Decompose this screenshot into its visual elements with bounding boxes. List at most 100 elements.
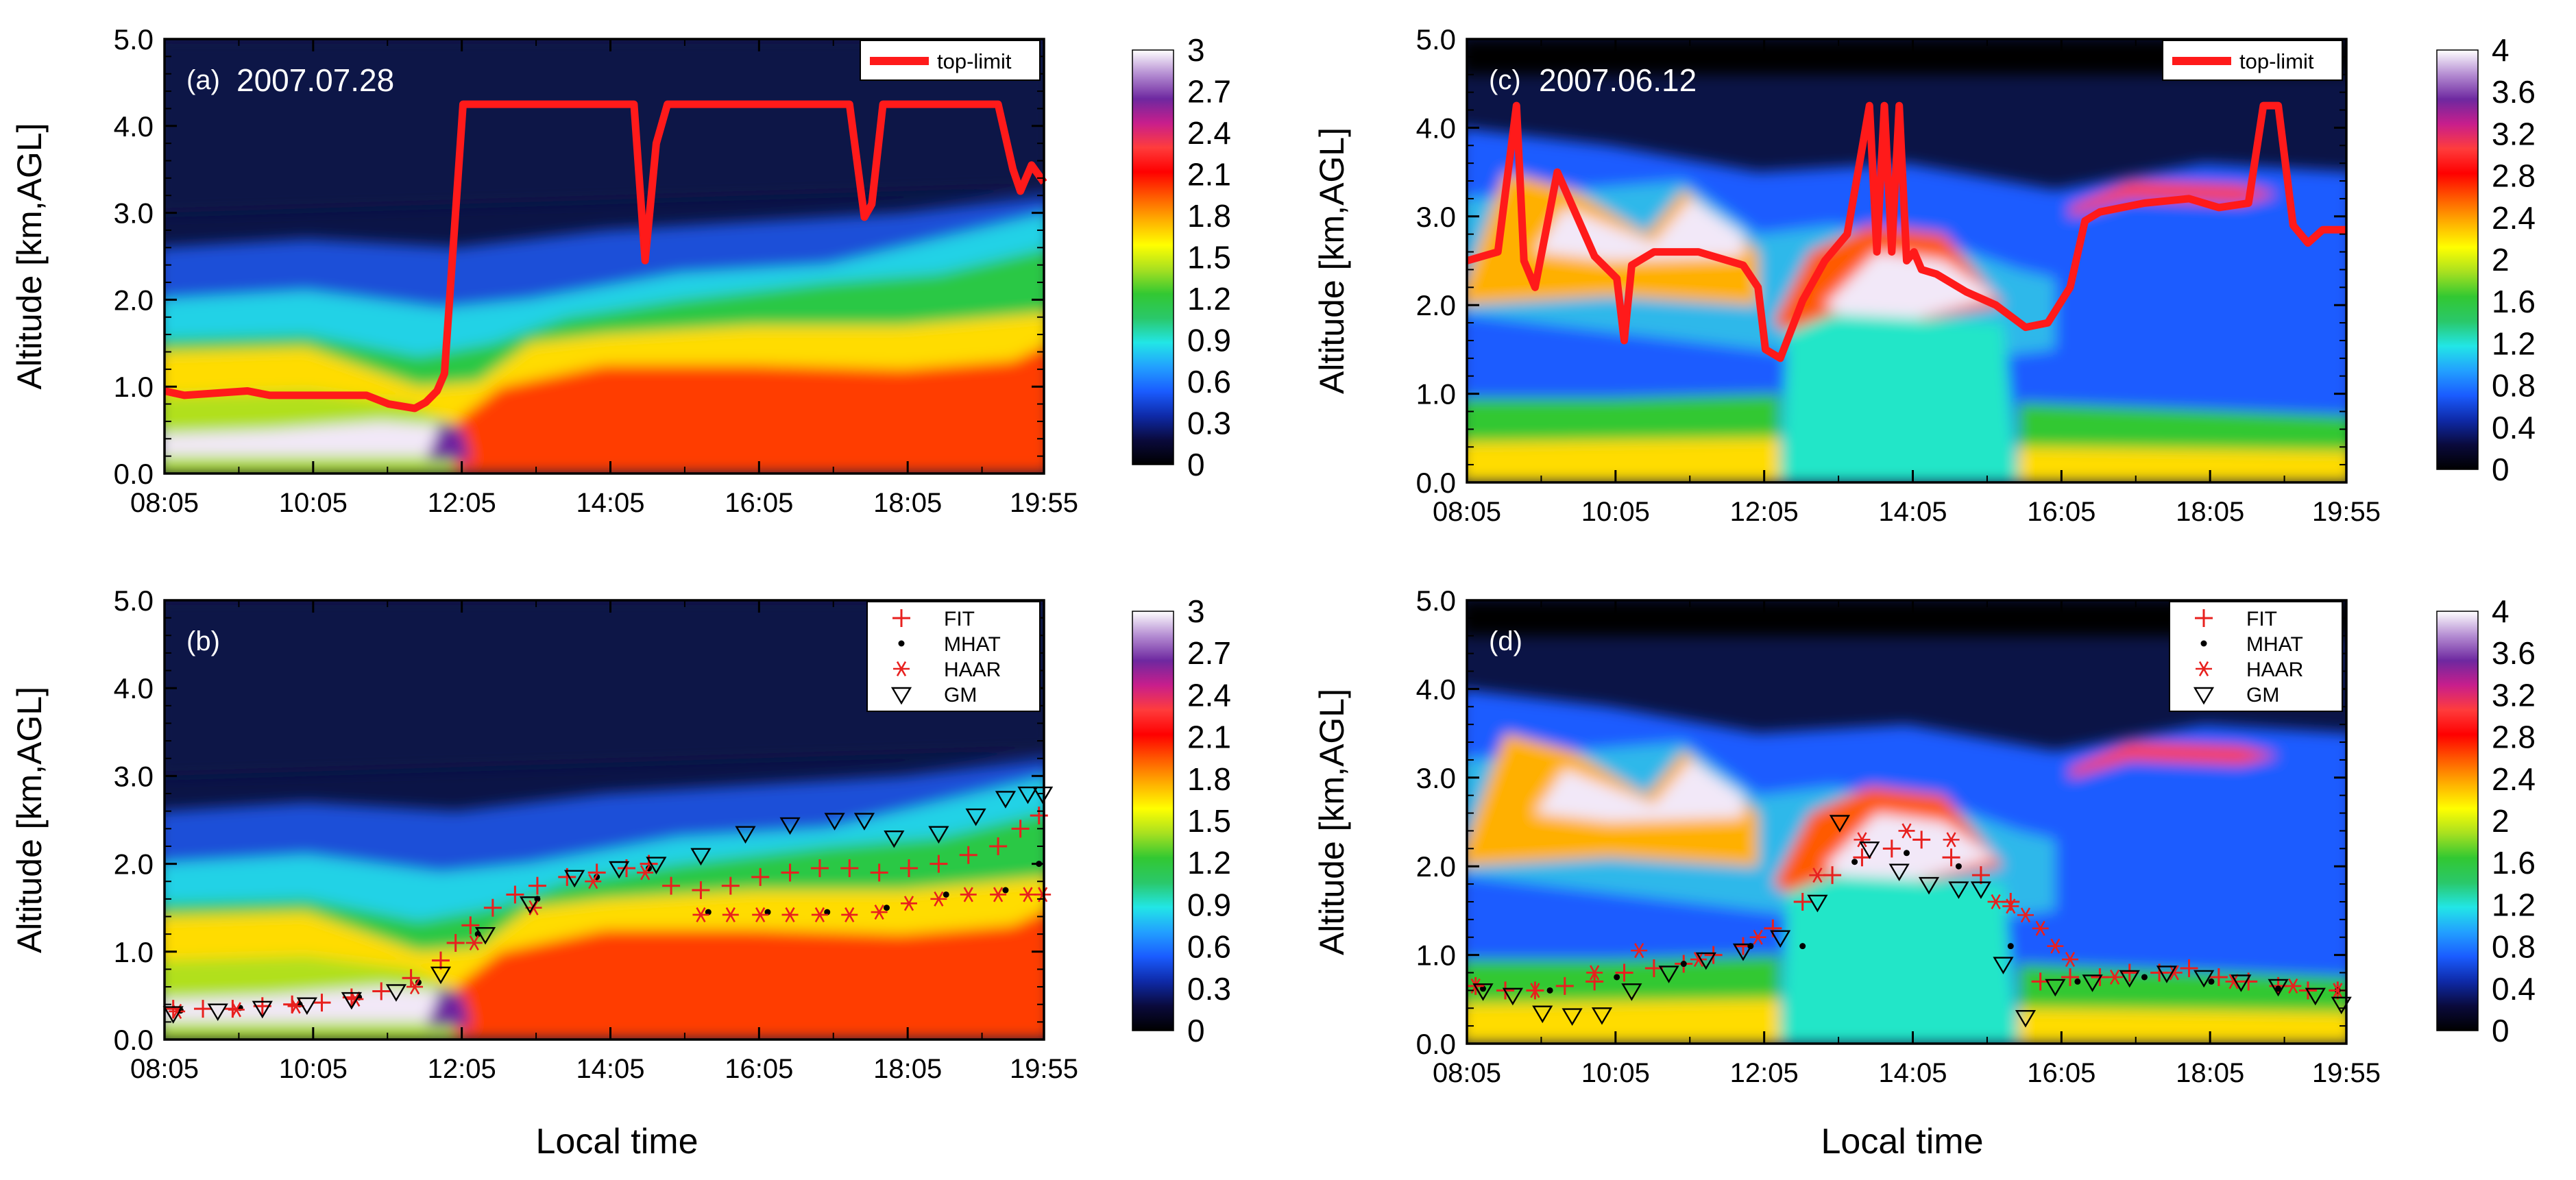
gm-marker: [853, 813, 875, 831]
fit-marker: [1823, 866, 1842, 885]
haar-marker: [2017, 907, 2034, 923]
haar-marker: [1898, 823, 1915, 839]
colorbar-tick-label: 1.5: [1187, 240, 1231, 275]
haar-marker: [722, 907, 739, 923]
fit-marker: [431, 951, 450, 970]
haar-marker: [585, 874, 602, 889]
gm-marker: [1472, 983, 1494, 1001]
x-tick-label: 12:05: [1730, 1058, 1799, 1088]
x-tick-label: 10:05: [279, 1054, 348, 1084]
gm-marker: [474, 926, 496, 945]
fit-marker: [1585, 972, 1604, 991]
haar-marker: [811, 907, 828, 923]
fit-marker: [929, 855, 948, 873]
mhat-marker: [2074, 978, 2081, 985]
colorbar-tick-label: 1.8: [1187, 198, 1231, 234]
colorbar-tick-label: 1.2: [1187, 845, 1231, 881]
gm-marker: [162, 1006, 184, 1024]
haar-marker: [752, 907, 769, 923]
gm-marker: [1829, 815, 1851, 833]
panel-label: (d): [1489, 626, 1522, 656]
colorbar-tick-label: 3.6: [2492, 74, 2536, 110]
colorbar-tick-label: 0: [1187, 447, 1205, 482]
legend-label: GM: [944, 684, 977, 706]
mhat-marker: [1799, 943, 1806, 950]
heatmap-band: [2018, 1008, 2346, 1044]
haar-marker: [2285, 978, 2302, 994]
heatmap-band: [426, 987, 471, 1027]
gm-marker: [1918, 876, 1940, 895]
fit-marker: [2120, 963, 2139, 982]
heatmap-field: [1467, 39, 2346, 482]
colorbar-frame: [1132, 49, 1174, 465]
heatmap-field: [165, 39, 1044, 474]
colorbar-tick-label: 1.8: [1187, 761, 1231, 797]
gm-marker: [519, 896, 541, 914]
colorbar-tick-label: 2.4: [1187, 677, 1231, 713]
plot-frame: [1466, 38, 2348, 484]
colorbar: [1132, 50, 1174, 465]
colorbar-tick-label: 0.6: [1187, 929, 1231, 965]
gm-marker: [995, 791, 1017, 809]
x-tick-label: 19:55: [1010, 1054, 1078, 1084]
plot-frame: [163, 599, 1045, 1041]
heatmap-band: [1825, 251, 1996, 332]
y-tick-label: 5.0: [114, 23, 154, 56]
fit-marker: [2061, 968, 2080, 986]
gm-marker: [2045, 979, 2066, 997]
y-tick-label: 1.0: [114, 936, 154, 968]
colorbar-tick-label: 3: [1187, 593, 1205, 629]
colorbar-tick-label: 0: [2492, 452, 2510, 487]
fit-marker: [372, 982, 391, 1000]
haar-marker: [893, 661, 910, 677]
x-tick-label: 10:05: [1581, 497, 1650, 527]
panel-b: 0.0 1.0 2.0 3.0 4.0 5.0 08:05 10:05 12:05 14:05 16…: [10, 585, 1231, 1084]
haar-marker: [465, 935, 483, 951]
mhat-marker: [1614, 974, 1620, 981]
gm-marker: [252, 1000, 273, 1019]
gm-marker: [564, 870, 585, 888]
haar-marker: [1631, 943, 1648, 959]
fit-marker: [446, 933, 465, 952]
colorbar-tick-label: 3.2: [2492, 116, 2536, 151]
y-tick-label: 3.0: [114, 197, 154, 230]
x-tick-label: 14:05: [1878, 1058, 1947, 1088]
haar-marker: [1527, 983, 1544, 998]
colorbar-tick-label: 0: [1187, 1013, 1205, 1048]
mhat-marker: [1851, 859, 1858, 865]
mhat-marker: [883, 905, 890, 911]
y-axis-title: Altitude [km,AGL]: [10, 687, 49, 953]
panel-d: 0.0 1.0 2.0 3.0 4.0 5.0 08:05 10:05 12:05 14:05 16…: [1313, 585, 2536, 1088]
colorbar-tick-label: 1.2: [2492, 887, 2536, 922]
heatmap-band: [1467, 999, 1781, 1044]
haar-series: [169, 865, 1052, 1020]
fit-marker: [1615, 963, 1633, 982]
y-tick-label: 0.0: [114, 1024, 154, 1056]
panel-date: 2007.07.28: [236, 62, 394, 98]
panel-date: 2007.06.12: [1539, 62, 1697, 98]
legend-label: GM: [2246, 684, 2279, 706]
colorbar-tick-label: 1.5: [1187, 803, 1231, 839]
gm-marker: [1970, 881, 1992, 899]
fit-marker: [781, 863, 799, 882]
mhat-marker: [1904, 850, 1910, 857]
x-tick-label: 10:05: [1581, 1058, 1650, 1088]
fit-marker: [692, 881, 710, 900]
x-tick-label: 14:05: [576, 1054, 644, 1084]
haar-marker: [1019, 887, 1036, 902]
fit-marker: [1853, 848, 1871, 867]
colorbar-tick-label: 2.4: [1187, 115, 1231, 151]
y-tick-label: 2.0: [1416, 850, 1456, 883]
gm-marker: [1993, 957, 2014, 974]
fit-marker: [1011, 820, 1030, 838]
haar-marker: [1943, 832, 1960, 848]
colorbar-tick-label: 0.9: [1187, 323, 1231, 358]
x-tick-label: 14:05: [576, 488, 644, 518]
x-tick-label: 19:55: [2312, 497, 2381, 527]
x-tick-label: 12:05: [428, 1054, 496, 1084]
haar-series: [1467, 823, 2346, 998]
y-tick-label: 2.0: [114, 848, 154, 881]
fit-marker: [506, 885, 524, 904]
haar-marker: [1854, 832, 1871, 848]
